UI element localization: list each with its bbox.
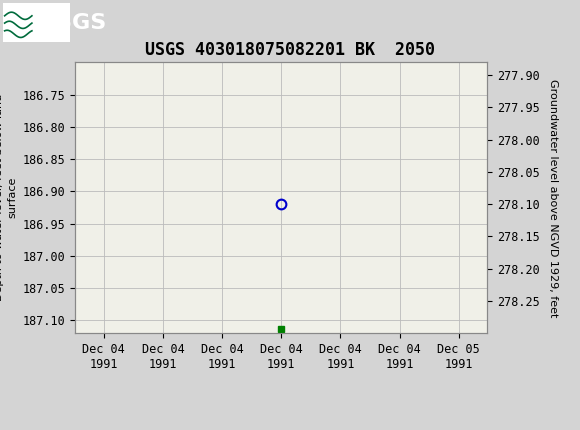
FancyBboxPatch shape: [3, 3, 70, 42]
Y-axis label: Depth to water level, feet below land
surface: Depth to water level, feet below land su…: [0, 94, 17, 301]
Text: USGS 403018075082201 BK  2050: USGS 403018075082201 BK 2050: [145, 41, 435, 59]
Text: USGS: USGS: [38, 12, 106, 33]
Y-axis label: Groundwater level above NGVD 1929, feet: Groundwater level above NGVD 1929, feet: [548, 79, 558, 317]
